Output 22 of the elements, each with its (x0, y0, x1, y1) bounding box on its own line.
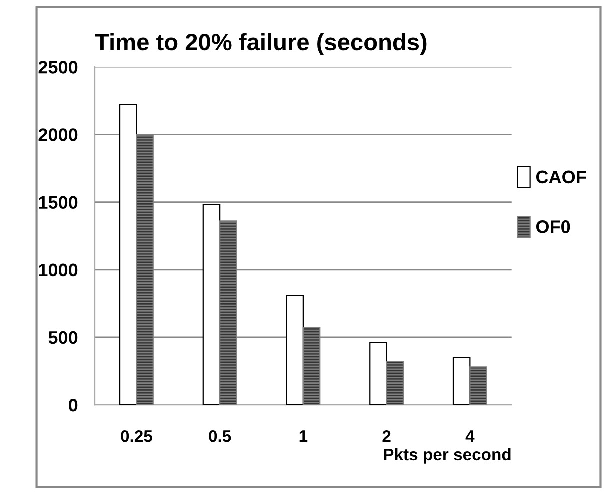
chart-title: Time to 20% failure (seconds) (95, 33, 427, 56)
y-tick-label: 500 (48, 331, 78, 344)
bar (370, 342, 388, 406)
legend-label: OF0 (536, 220, 570, 234)
legend-label: CAOF (536, 170, 586, 184)
x-axis-title: Pkts per second (384, 448, 511, 464)
x-tick-label: 1 (300, 430, 308, 442)
bar (202, 204, 221, 406)
bar (119, 104, 138, 406)
x-tick-label: 0.25 (121, 430, 152, 442)
bar (286, 295, 304, 406)
y-tick-label: 1500 (39, 196, 78, 209)
x-tick-label: 4 (466, 430, 475, 442)
bar (386, 361, 404, 406)
y-tick-label: 0 (69, 398, 78, 412)
x-tick-label: 2 (382, 430, 391, 442)
y-tick-label: 2500 (38, 61, 78, 74)
y-tick-label: 1000 (39, 264, 78, 277)
x-tick-label: 0.5 (209, 430, 232, 442)
bar (452, 357, 471, 406)
bar (470, 366, 488, 406)
y-tick-label: 2000 (38, 128, 78, 142)
